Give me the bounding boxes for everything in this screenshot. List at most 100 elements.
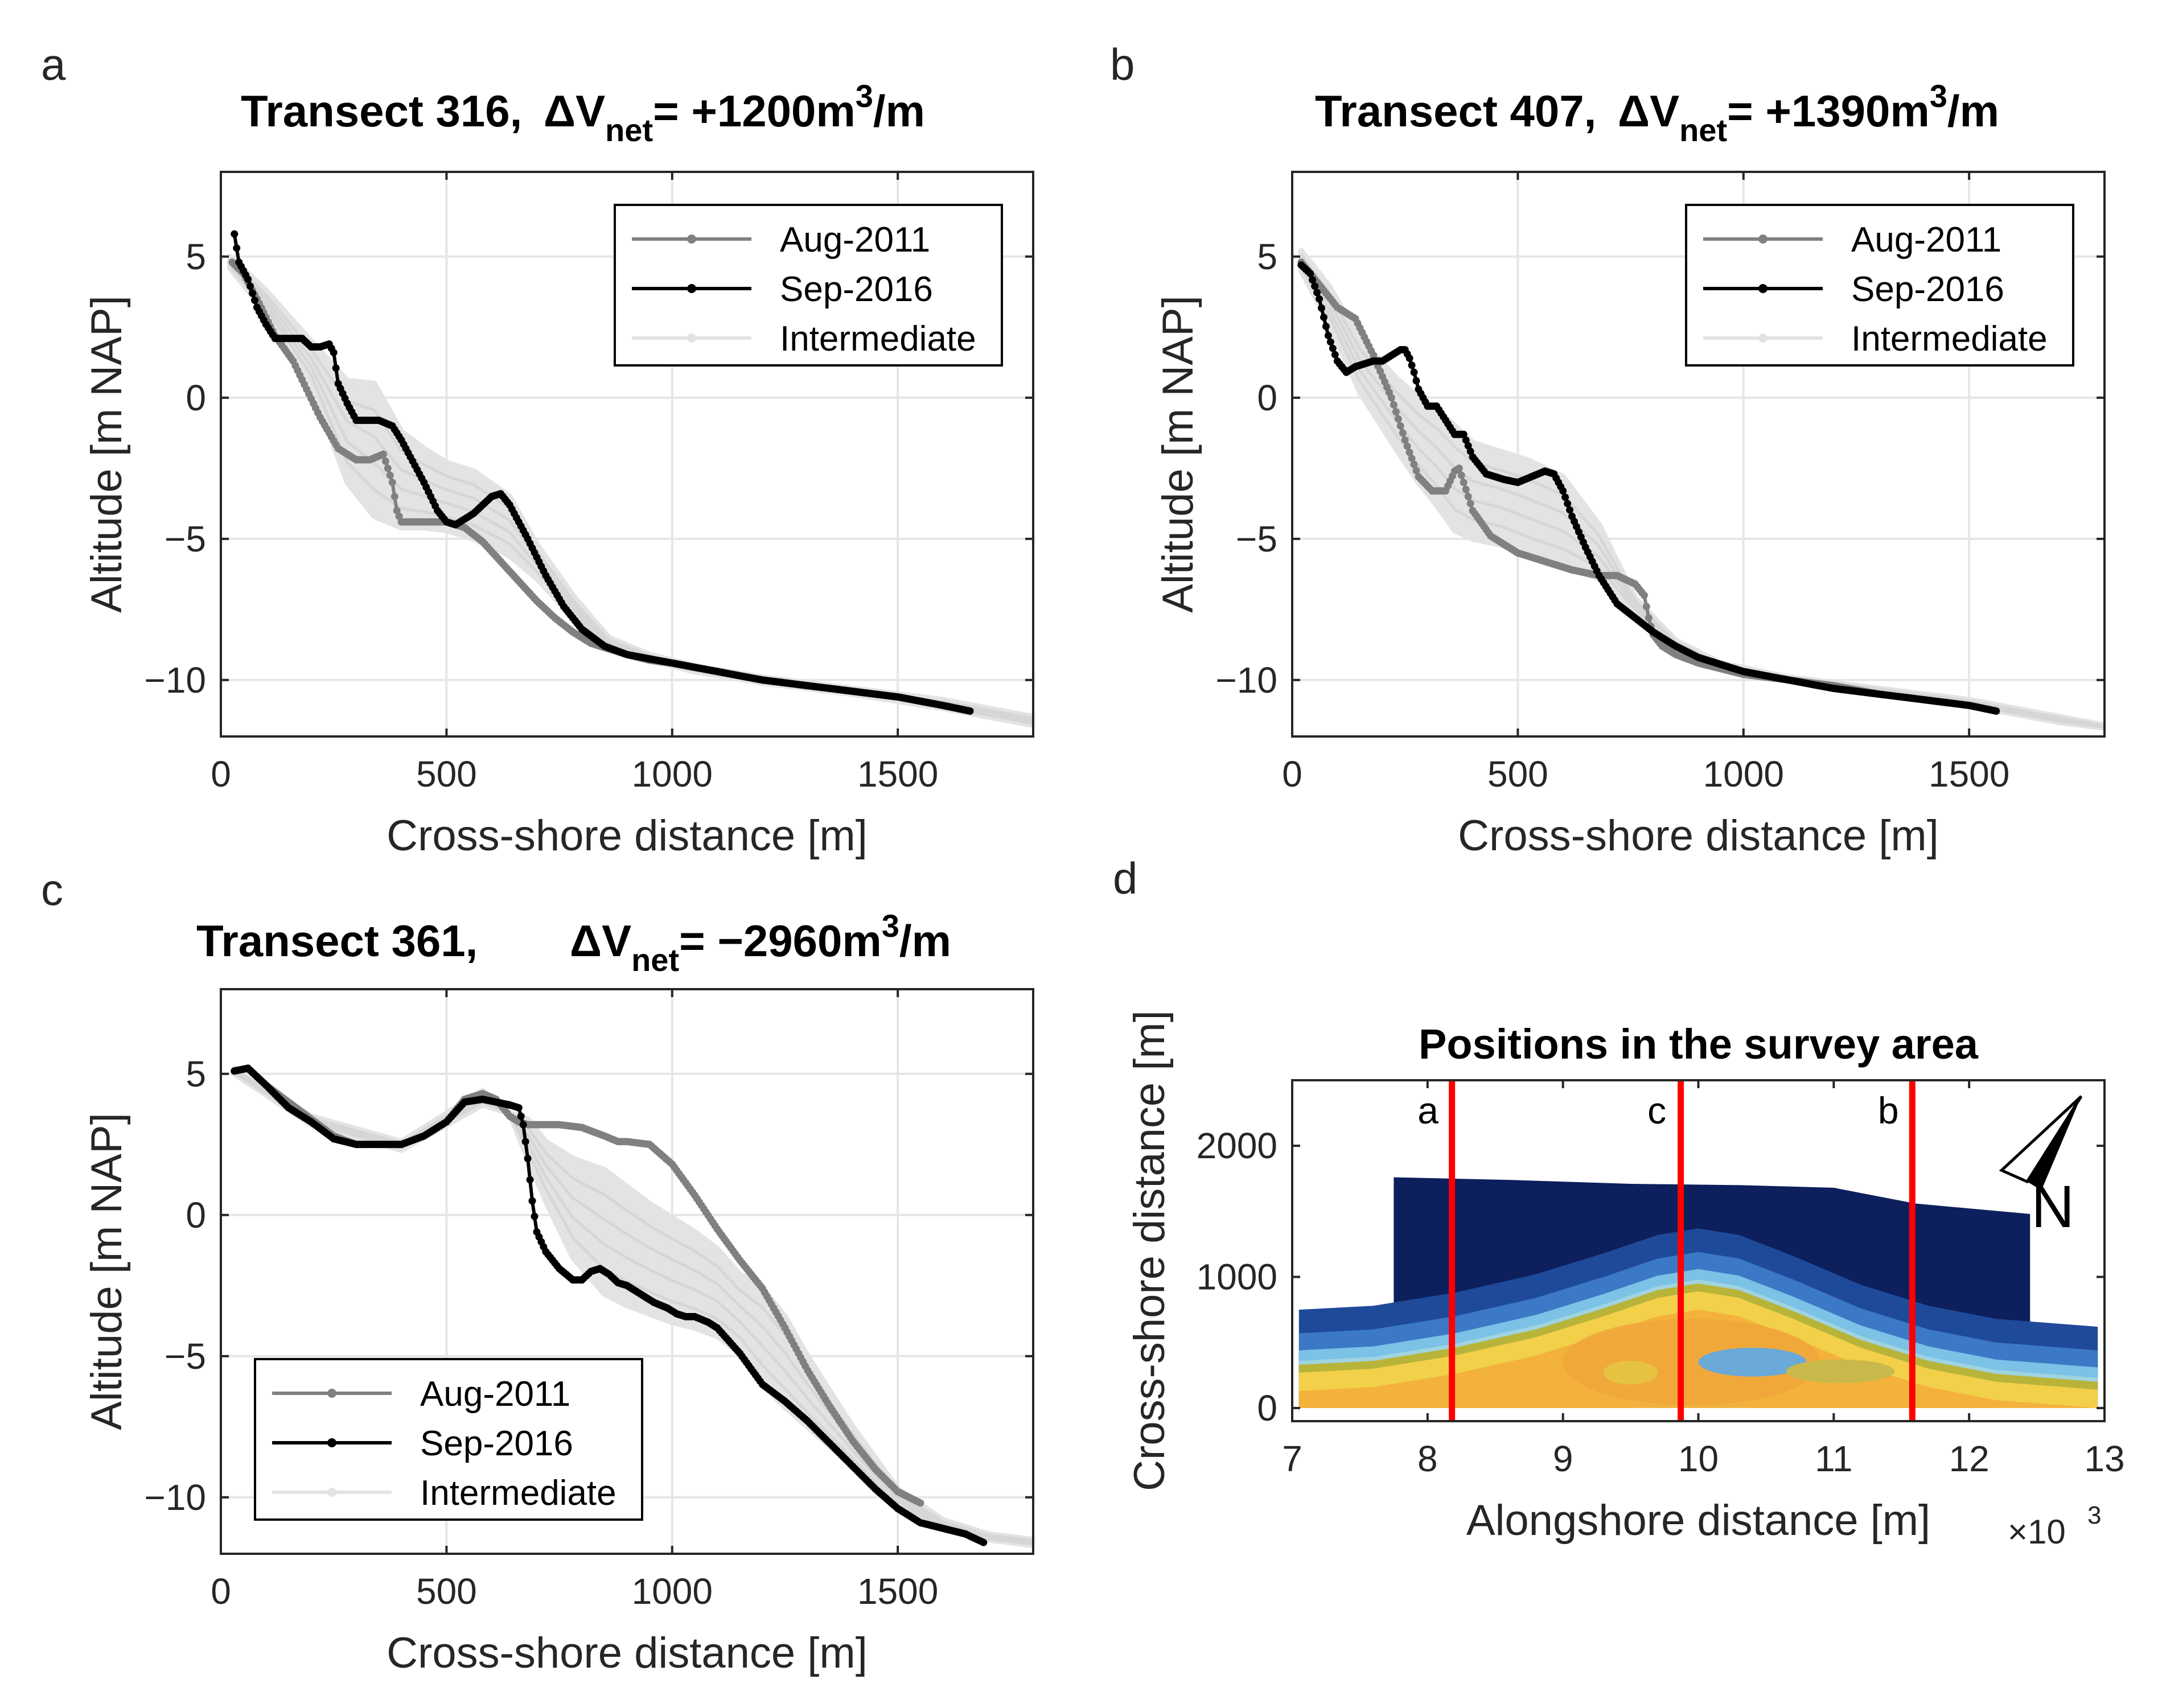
data-point (1559, 487, 1567, 495)
data-point (233, 244, 241, 252)
y-tick-label: −5 (1236, 518, 1277, 559)
legend: Aug-2011 Sep-2016 Intermediate (254, 1358, 643, 1521)
y-axis-label: Altitude [m NAP] (1154, 295, 1202, 613)
data-point (526, 1176, 534, 1184)
title-eq: = −2960m (679, 916, 882, 966)
y-tick-label: 1000 (1197, 1257, 1277, 1298)
data-point (528, 1197, 536, 1205)
legend-marker (327, 1438, 336, 1447)
data-point (384, 464, 392, 472)
plot-area (227, 230, 1033, 729)
legend-marker (1758, 284, 1768, 293)
data-point (1566, 506, 1574, 514)
data-point (1390, 401, 1398, 409)
data-point (246, 282, 254, 290)
legend-label: Intermediate (420, 1474, 616, 1513)
title-sub: net (605, 112, 653, 148)
x-tick-label: 500 (416, 1571, 477, 1612)
data-point (966, 707, 974, 715)
legend: Aug-2011 Sep-2016 Intermediate (614, 204, 1003, 367)
y-tick-label: −5 (165, 1336, 206, 1377)
y-tick-label: 5 (186, 1053, 206, 1094)
data-point (1457, 471, 1465, 479)
title-delta: ΔV (1618, 86, 1679, 136)
series-sep-2016 (231, 1064, 988, 1546)
x-tick-label: 13 (2084, 1438, 2124, 1479)
y-tick-label: −10 (1215, 660, 1277, 701)
intermediate-band (231, 1065, 1033, 1549)
data-point (524, 1155, 532, 1163)
data-point (1311, 282, 1319, 290)
data-point (386, 471, 394, 479)
data-point (1401, 436, 1409, 444)
legend-label: Sep-2016 (780, 270, 933, 309)
title-sub: net (1679, 112, 1727, 148)
data-point (388, 479, 396, 487)
data-point (1640, 591, 1648, 599)
data-point (1466, 447, 1474, 455)
transect-label-c: c (1647, 1089, 1666, 1131)
data-point (1460, 430, 1468, 438)
data-point (1396, 422, 1404, 430)
data-point (1318, 304, 1326, 312)
data-point (330, 348, 338, 356)
data-point (1408, 454, 1416, 462)
title-eq: = +1390m (1727, 86, 1930, 136)
data-point (1462, 485, 1470, 493)
north-label: N (2031, 1174, 2074, 1240)
data-point (248, 289, 256, 297)
channel-feature (1604, 1361, 1658, 1385)
data-point (1462, 436, 1470, 444)
title-delta: ΔV (544, 86, 605, 136)
data-point (1306, 270, 1314, 278)
x-tick-label: 0 (211, 1571, 231, 1612)
data-point (1412, 467, 1420, 475)
data-point (1464, 442, 1472, 450)
x-tick-label: 12 (1949, 1438, 1990, 1479)
data-point (1460, 479, 1468, 487)
panel-letter: d (1113, 853, 1137, 903)
panel-c: c 0 500 1000 1500 −10 −5 0 5 Cross-shore distance… (41, 865, 1034, 1677)
transect-label-a: a (1417, 1089, 1438, 1131)
data-point (393, 507, 401, 515)
legend-label: Aug-2011 (420, 1374, 570, 1414)
legend-label: Aug-2011 (780, 220, 930, 260)
panel-letter: c (41, 865, 63, 915)
legend-label: Sep-2016 (1851, 270, 2004, 309)
data-point (250, 297, 258, 304)
data-point (515, 1104, 523, 1112)
legend-marker (687, 284, 696, 293)
panel-d: d a c b N 7 8 9 10 11 12 13 0 1000 2000 Alongshore dist… (1113, 853, 2125, 1551)
data-point (1324, 332, 1332, 340)
legend-label: Intermediate (780, 319, 976, 359)
data-point (980, 1538, 988, 1546)
title-delta: ΔV (570, 916, 631, 966)
panel-letter: b (1110, 39, 1135, 89)
title-text: Transect 316, (241, 86, 535, 136)
data-point (1410, 368, 1418, 376)
data-point (1313, 289, 1321, 297)
data-point (1322, 323, 1330, 331)
chart-title: Positions in the survey area (1419, 1020, 1979, 1068)
data-point (1564, 500, 1572, 508)
data-point (1309, 276, 1317, 284)
panel-a: a 0 500 1000 1500 −10 −5 0 5 Cross-shore distance… (41, 39, 1034, 860)
plot-area (1297, 248, 2105, 731)
data-point (1464, 492, 1472, 500)
x-tick-label: 1000 (632, 1571, 713, 1612)
data-point (244, 275, 252, 283)
data-point (1405, 448, 1413, 456)
transect-label-b: b (1878, 1089, 1899, 1131)
panel-letter: a (41, 39, 66, 89)
x-tick-label: 500 (1487, 754, 1548, 795)
data-point (1387, 394, 1395, 402)
x-tick-label: 1500 (857, 1571, 938, 1612)
title-sub: net (631, 942, 679, 978)
data-point (332, 364, 340, 372)
y-axis-label: Cross-shore distance [m] (1125, 1010, 1174, 1491)
data-point (1316, 295, 1323, 303)
title-text: Transect 361, (196, 916, 490, 966)
plot-area (1298, 1177, 2098, 1416)
y-tick-label: 0 (1257, 377, 1277, 418)
x-tick-label: 9 (1553, 1438, 1573, 1479)
